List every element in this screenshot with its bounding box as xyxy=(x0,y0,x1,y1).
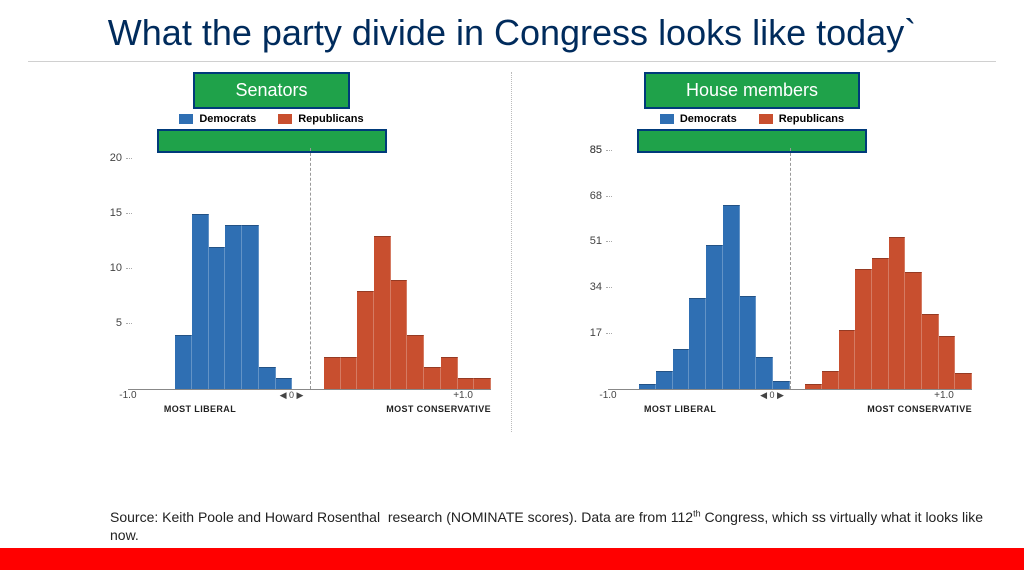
bar xyxy=(839,330,856,389)
bar xyxy=(822,371,839,390)
xlabel-right: MOST CONSERVATIVE xyxy=(386,404,491,414)
bar xyxy=(175,335,192,390)
bar xyxy=(341,357,358,390)
senators-xaxis: -1.0 ◀ 0 ▶ +1.0 MOST LIBERAL MOST CONSER… xyxy=(92,390,491,432)
house-panel: House members Democrats Republicans 17 34… xyxy=(512,72,992,432)
ytick: 68 xyxy=(590,190,602,202)
bar xyxy=(458,378,475,389)
bar xyxy=(656,371,673,390)
bar xyxy=(706,245,723,390)
bar xyxy=(357,291,374,390)
dem-swatch xyxy=(179,114,193,124)
xlabel-left: MOST LIBERAL xyxy=(644,404,716,414)
bar xyxy=(922,314,939,389)
bar xyxy=(939,336,956,390)
legend-dem: Democrats xyxy=(680,113,737,125)
senators-bars xyxy=(128,148,491,390)
dem-swatch xyxy=(660,114,674,124)
house-label: House members xyxy=(644,72,860,109)
ytick: 85 xyxy=(590,144,602,156)
xlabel-right: MOST CONSERVATIVE xyxy=(867,404,972,414)
bar xyxy=(905,272,922,390)
footer-red-bar xyxy=(0,548,1024,570)
bar xyxy=(673,349,690,389)
bar xyxy=(756,357,773,389)
house-plot: 173451688585 xyxy=(572,148,972,390)
ytick: 34 xyxy=(590,281,602,293)
center-line xyxy=(310,148,311,389)
xlabel-left: MOST LIBERAL xyxy=(164,404,236,414)
legend: Democrats Republicans xyxy=(660,113,844,125)
bar xyxy=(955,373,972,389)
bar xyxy=(740,296,757,390)
ytick: 15 xyxy=(110,207,122,219)
charts-row: Senators Democrats Republicans 5 10 15 20 -… xyxy=(0,72,1024,432)
bar xyxy=(276,378,293,389)
bar xyxy=(209,247,226,389)
xtick-min: -1.0 xyxy=(599,390,616,401)
bar xyxy=(424,367,441,389)
rep-swatch xyxy=(278,114,292,124)
bar xyxy=(639,384,656,389)
senators-panel: Senators Democrats Republicans 5 10 15 20 -… xyxy=(32,72,512,432)
center-line xyxy=(790,148,791,389)
bar xyxy=(805,384,822,389)
bar xyxy=(723,205,740,390)
bar xyxy=(242,225,259,389)
house-yaxis: 173451688585 xyxy=(572,148,606,390)
bar xyxy=(889,237,906,390)
bar xyxy=(374,236,391,389)
bar xyxy=(259,367,276,389)
divider xyxy=(28,61,996,62)
bar xyxy=(855,269,872,390)
bar xyxy=(441,357,458,390)
bar xyxy=(407,335,424,390)
bar xyxy=(225,225,242,389)
xtick-center: ◀ 0 ▶ xyxy=(280,390,304,401)
xtick-max: +1.0 xyxy=(934,390,954,401)
ytick: 51 xyxy=(590,235,602,247)
bar xyxy=(192,214,209,389)
bar xyxy=(773,381,790,389)
ytick: 17 xyxy=(590,327,602,339)
bar xyxy=(872,258,889,389)
legend-rep: Republicans xyxy=(298,113,363,125)
legend-rep: Republicans xyxy=(779,113,844,125)
xtick-max: +1.0 xyxy=(453,390,473,401)
bar xyxy=(324,357,341,390)
source-text: Source: Keith Poole and Howard Rosenthal… xyxy=(110,509,693,525)
house-xaxis: -1.0 ◀ 0 ▶ +1.0 MOST LIBERAL MOST CONSER… xyxy=(572,390,972,432)
bar xyxy=(689,298,706,389)
rep-swatch xyxy=(759,114,773,124)
house-bars xyxy=(608,148,972,390)
xtick-center: ◀ 0 ▶ xyxy=(760,390,784,401)
senators-yaxis: 5 10 15 20 xyxy=(92,148,126,390)
source-sup: th xyxy=(693,508,701,518)
source-note: Source: Keith Poole and Howard Rosenthal… xyxy=(110,508,1004,544)
legend: Democrats Republicans xyxy=(179,113,363,125)
senators-plot: 5 10 15 20 xyxy=(92,148,491,390)
ytick: 20 xyxy=(110,152,122,164)
bar xyxy=(391,280,408,390)
senators-label: Senators xyxy=(193,72,349,109)
ytick: 5 xyxy=(116,317,122,329)
xtick-min: -1.0 xyxy=(119,390,136,401)
page-title: What the party divide in Congress looks … xyxy=(0,0,1024,61)
bar xyxy=(474,378,491,389)
ytick: 10 xyxy=(110,262,122,274)
legend-dem: Democrats xyxy=(199,113,256,125)
